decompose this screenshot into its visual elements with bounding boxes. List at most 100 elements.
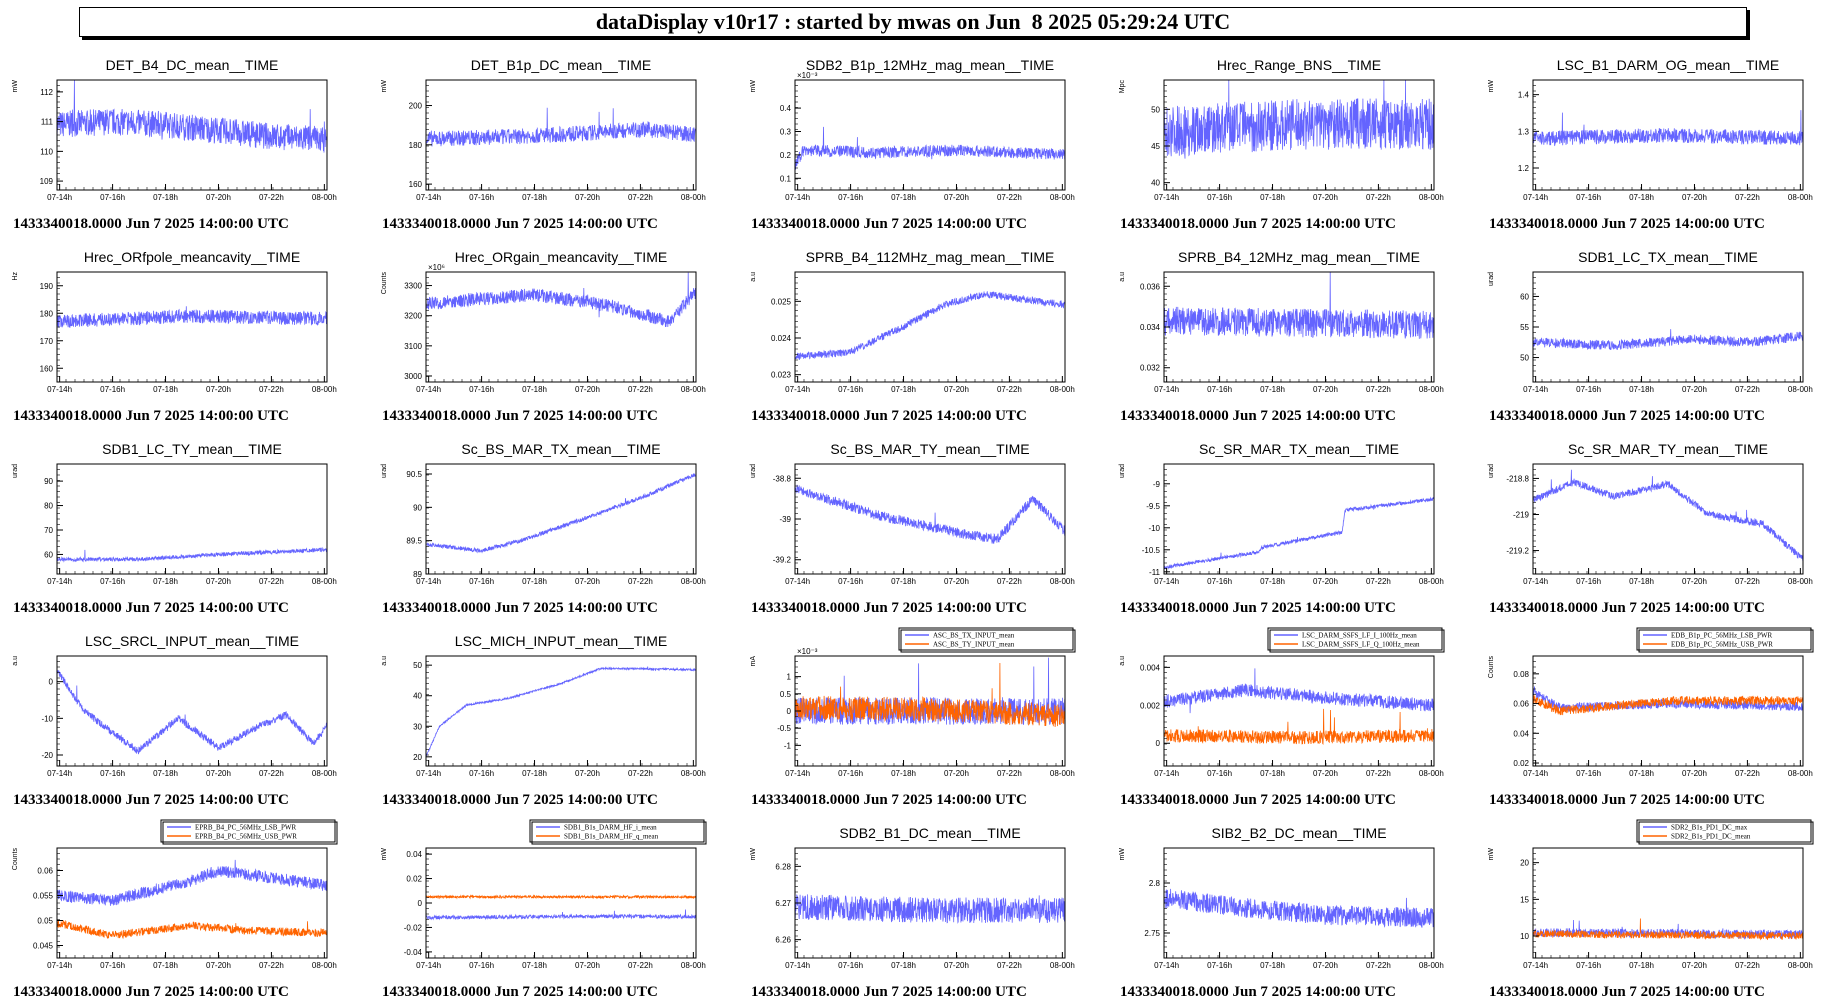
x-tick-label: 07-20h — [1313, 769, 1338, 778]
x-tick-label: 07-14h — [785, 385, 810, 394]
x-tick-label: 07-18h — [522, 385, 547, 394]
y-tick-label: 0.023 — [771, 371, 792, 380]
y-tick-label: 180 — [409, 141, 423, 150]
series-line — [56, 919, 328, 940]
x-tick-label: 07-14h — [1523, 385, 1548, 394]
x-tick-label: 07-20h — [1682, 961, 1707, 970]
x-tick-label: 07-14h — [47, 577, 72, 586]
plot-title: DET_B4_DC_mean__TIME — [106, 57, 279, 73]
x-tick-label: 08-00h — [681, 193, 706, 202]
plot-panel: 160 170 180 190 07-14h 07-16h 07-18h 07-20h 07-2… — [12, 271, 337, 424]
plot-title: Hrec_Range_BNS__TIME — [1217, 57, 1381, 73]
plot-panel: 89 89.5 90 90.5 07-14h 07-16h 07-18h 07-20h 07-2… — [381, 463, 706, 616]
plot-timestamp: 1433340018.0000 Jun 7 2025 14:00:00 UTC — [13, 792, 289, 808]
x-tick-label: 07-22h — [259, 193, 284, 202]
x-tick-label: 07-18h — [1629, 769, 1654, 778]
y-axis-label: mW — [750, 848, 757, 861]
x-tick-label: 07-16h — [469, 961, 494, 970]
legend-box — [1267, 627, 1443, 651]
axis-exponent: ×10⁻³ — [797, 71, 818, 80]
x-tick-label: 08-00h — [681, 961, 706, 970]
x-tick-label: 07-14h — [47, 961, 72, 970]
x-tick-label: 07-18h — [153, 577, 178, 586]
plot-frame — [425, 847, 697, 959]
x-tick-label: 07-20h — [575, 385, 600, 394]
x-tick-label: 07-22h — [628, 577, 653, 586]
y-tick-label: 1.4 — [1518, 91, 1530, 100]
y-axis-label: a.u — [1119, 656, 1126, 666]
x-tick-label: 07-16h — [469, 193, 494, 202]
x-tick-label: 07-22h — [1366, 769, 1391, 778]
plot-panel: 1.2 1.3 1.4 07-14h 07-16h 07-18h 07-20h 07-22h 0… — [1488, 79, 1813, 232]
x-tick-label: 07-20h — [575, 193, 600, 202]
x-tick-label: 07-22h — [997, 577, 1022, 586]
series-line — [1163, 272, 1435, 339]
y-tick-label: -10 — [1148, 524, 1160, 533]
plot-timestamp: 1433340018.0000 Jun 7 2025 14:00:00 UTC — [13, 216, 289, 232]
x-tick-label: 08-00h — [1050, 961, 1075, 970]
plot-title: Hrec_ORfpole_meancavity__TIME — [84, 249, 300, 265]
legend-shadow — [1638, 629, 1814, 653]
legend-box — [1636, 627, 1812, 651]
x-tick-label: 08-00h — [312, 193, 337, 202]
y-axis-label: urad — [750, 464, 757, 478]
x-tick-label: 07-22h — [997, 961, 1022, 970]
y-axis-label: mW — [1119, 848, 1126, 861]
x-tick-label: 07-20h — [944, 961, 969, 970]
x-tick-label: 07-16h — [1576, 577, 1601, 586]
x-tick-label: 07-18h — [891, 769, 916, 778]
x-tick-label: 07-20h — [1313, 961, 1338, 970]
plot-panel: 10 15 20 07-14h 07-16h 07-18h 07-20h 07-22h 08-0… — [1488, 819, 1814, 1000]
x-tick-label: 07-16h — [1207, 961, 1232, 970]
y-tick-label: 90.5 — [406, 470, 422, 479]
x-tick-label: 07-16h — [469, 385, 494, 394]
y-tick-label: 60 — [1520, 292, 1529, 301]
series-line — [794, 126, 1066, 171]
series-line — [1532, 329, 1804, 351]
plot-timestamp: 1433340018.0000 Jun 7 2025 14:00:00 UTC — [751, 408, 1027, 424]
y-tick-label: 0.025 — [771, 297, 792, 306]
x-tick-label: 07-14h — [785, 769, 810, 778]
plot-panel: 20 30 40 50 07-14h 07-16h 07-18h 07-20h 07-22h 08… — [381, 655, 706, 808]
y-tick-label: 45 — [1151, 142, 1160, 151]
plot-timestamp: 1433340018.0000 Jun 7 2025 14:00:00 UTC — [751, 984, 1027, 1000]
y-axis-label: mW — [381, 80, 388, 93]
plot-panel: 0 0.002 0.004 07-14h 07-16h 07-18h 07-20h 07-22… — [1119, 627, 1445, 808]
x-tick-label: 07-16h — [469, 577, 494, 586]
y-tick-label: -218.8 — [1506, 474, 1529, 483]
x-tick-label: 07-22h — [1735, 193, 1760, 202]
plot-title: LSC_MICH_INPUT_mean__TIME — [455, 633, 667, 649]
plot-timestamp: 1433340018.0000 Jun 7 2025 14:00:00 UTC — [1489, 408, 1765, 424]
x-tick-label: 07-18h — [1629, 961, 1654, 970]
y-tick-label: 40 — [1151, 179, 1160, 188]
plot-timestamp: 1433340018.0000 Jun 7 2025 14:00:00 UTC — [13, 408, 289, 424]
x-tick-label: 07-14h — [785, 193, 810, 202]
y-tick-label: 109 — [40, 177, 54, 186]
x-tick-label: 08-00h — [681, 769, 706, 778]
legend: SDB1_B1s_DARM_HF_i_meanSDB1_B1s_DARM_HF_… — [529, 819, 707, 845]
plot-frame — [56, 847, 328, 959]
y-axis-label: urad — [1488, 464, 1495, 478]
x-tick-label: 07-16h — [1207, 769, 1232, 778]
plot-frame — [425, 655, 697, 767]
y-tick-label: -9 — [1153, 480, 1161, 489]
y-tick-label: 110 — [40, 147, 53, 156]
x-tick-label: 07-22h — [1366, 577, 1391, 586]
plot-title: LSC_SRCL_INPUT_mean__TIME — [85, 633, 299, 649]
plot-panel: 2.75 2.8 07-14h 07-16h 07-18h 07-20h 07-22h 08-… — [1119, 847, 1444, 1000]
x-tick-label: 07-16h — [838, 769, 863, 778]
y-tick-label: -219 — [1513, 510, 1530, 519]
y-tick-label: 80 — [44, 502, 53, 511]
axis-exponent: ×10⁻³ — [797, 647, 818, 656]
plot-frame — [794, 79, 1066, 191]
x-tick-label: 07-18h — [1260, 385, 1285, 394]
plot-frame — [794, 271, 1066, 383]
x-tick-label: 07-20h — [575, 577, 600, 586]
series-line — [794, 663, 1066, 728]
y-tick-label: 0.5 — [780, 690, 792, 699]
y-tick-label: 0.04 — [1513, 729, 1529, 738]
x-tick-label: 07-22h — [997, 385, 1022, 394]
y-tick-label: 50 — [1151, 105, 1160, 114]
plot-timestamp: 1433340018.0000 Jun 7 2025 14:00:00 UTC — [382, 984, 658, 1000]
y-axis-label: Counts — [12, 848, 19, 871]
